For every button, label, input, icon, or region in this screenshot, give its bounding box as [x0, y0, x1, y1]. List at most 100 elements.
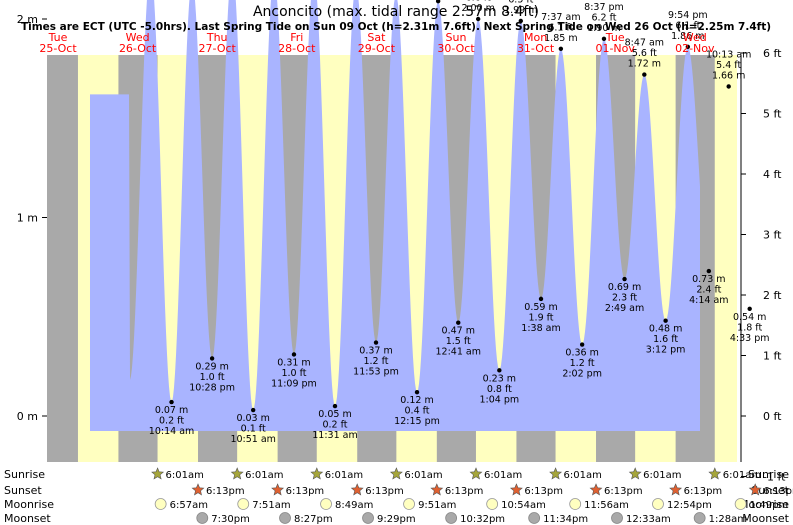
date-header-weekday: Thu: [206, 31, 228, 44]
chart-subtitle: Times are ECT (UTC -5.0hrs). Last Spring…: [21, 21, 771, 33]
date-header-date: 31-Oct: [517, 42, 555, 55]
date-header-date: 01-Nov: [595, 42, 635, 55]
date-header-date: 26-Oct: [119, 42, 157, 55]
tide-label-line: 10:51 am: [230, 434, 275, 445]
sunset-icon: [271, 483, 285, 496]
tide-label-line: 0.07 m: [155, 405, 188, 416]
right-axis-label: 4 ft: [763, 168, 782, 181]
tide-label-line: 0.29 m: [195, 361, 228, 372]
high-tide-label: 6:41 am6.6 ft2.00 m: [461, 0, 494, 14]
low-tide-point: [579, 342, 585, 347]
moonset-time: 8:27pm: [294, 514, 333, 525]
date-header-date: 30-Oct: [437, 42, 475, 55]
moonrise-row-label-left: Moonrise: [4, 498, 54, 511]
low-tide-point: [456, 320, 461, 325]
right-axis-label: 5 ft: [763, 107, 782, 120]
sunrise-icon: [151, 467, 165, 480]
low-tide-point: [622, 276, 627, 282]
tide-label-line: 0.12 m: [400, 395, 433, 406]
high-tide-label: 7:32 pm6.5 ft1.99 m: [504, 0, 537, 16]
tide-label-line: 0.23 m: [483, 373, 516, 384]
tide-label-line: 2.3 ft: [612, 293, 637, 304]
high-tide-point: [435, 0, 441, 4]
moonset-time: 7:30pm: [211, 514, 250, 525]
tide-label-line: 11:31 am: [312, 430, 357, 441]
moonset-icon: [196, 512, 209, 524]
tide-label-line: 1:04 pm: [480, 394, 520, 405]
right-axis-label: 3 ft: [763, 228, 782, 241]
tide-label-line: 6.1 ft: [548, 22, 573, 33]
tide-label-line: 0.2 ft: [159, 416, 184, 427]
high-tide-point: [642, 72, 647, 77]
moonset-row-label-left: Moonset: [4, 512, 51, 525]
tide-area: [90, 0, 700, 431]
moonset-icon: [445, 512, 458, 524]
high-tide-label: 8:47 am5.6 ft1.72 m: [625, 38, 664, 70]
moonrise-time: 6:57am: [170, 500, 208, 511]
low-tide-point: [332, 403, 338, 409]
date-header-weekday: Tue: [48, 31, 68, 44]
tide-label-line: 12:41 am: [436, 347, 481, 358]
right-axis-label: 0 ft: [763, 410, 782, 423]
tide-label-line: 1.0 ft: [281, 368, 306, 379]
tide-label-line: 1.6 ft: [653, 334, 678, 345]
date-header-weekday: Wed: [683, 31, 707, 44]
moonrise-icon: [154, 498, 167, 510]
sunrise-icon: [628, 467, 642, 480]
moonrise-time: 8:49am: [335, 500, 373, 511]
low-tide-label: 0.73 m2.4 ft4:14 am: [689, 274, 728, 306]
moonrise-time: 1:49pm: [750, 500, 789, 511]
tide-label-line: 2:02 pm: [562, 369, 602, 380]
sunset-time: 6:13pm: [206, 486, 245, 497]
sunrise-icon: [310, 467, 324, 480]
tide-label-line: 11:53 pm: [353, 367, 399, 378]
low-tide-point: [291, 352, 297, 357]
low-tide-label: 0.69 m2.3 ft2:49 am: [605, 282, 644, 314]
sunrise-time: 6:01am: [404, 470, 442, 481]
right-axis-label: 6 ft: [763, 47, 782, 60]
date-header-date: 02-Nov: [675, 42, 715, 55]
tide-label-line: 10:13 am: [706, 49, 751, 60]
tide-label-line: 1.5 ft: [446, 336, 471, 347]
tide-label-line: 7:37 am: [541, 12, 580, 23]
sunset-row-label-left: Sunset: [4, 484, 42, 497]
sunrise-icon: [708, 467, 722, 480]
moonrise-icon: [237, 498, 250, 510]
tide-label-line: 10:14 am: [149, 426, 194, 437]
low-tide-point: [250, 407, 256, 413]
tide-label-line: 0.37 m: [359, 346, 392, 357]
tide-label-line: 11:09 pm: [271, 378, 317, 389]
moonrise-icon: [403, 498, 415, 510]
tide-label-line: 0.1 ft: [241, 424, 266, 435]
date-header-date: 25-Oct: [39, 42, 77, 55]
low-tide-label: 0.59 m1.9 ft1:38 am: [521, 302, 560, 334]
tide-label-line: 6.1 ft: [675, 20, 700, 31]
low-tide-point: [373, 340, 379, 345]
sunset-time: 6:13pm: [365, 486, 404, 497]
date-header-weekday: Sat: [367, 31, 386, 44]
sunset-time: 6:13pm: [684, 486, 723, 497]
left-axis-label: 1 m: [17, 212, 38, 225]
daylight-band: [714, 55, 737, 462]
high-tide-label: 9:54 pm6.1 ft1.86 m: [668, 10, 708, 42]
sunset-time: 6:13pm: [445, 486, 484, 497]
tide-label-line: 1.9 ft: [529, 312, 554, 323]
moonrise-time: 12:54pm: [667, 500, 712, 511]
tide-label-line: 12:15 pm: [394, 416, 440, 427]
tide-label-line: 0.36 m: [565, 348, 598, 359]
tide-label-line: 1.86 m: [671, 31, 704, 42]
tide-label-line: 0.54 m: [733, 312, 766, 323]
tide-label-line: 8:47 am: [625, 38, 664, 49]
axes: 0 m 1 m 2 m -1 ft 0 ft 1 ft 2 ft 3 ft 4 ft 5 ft 6 …: [17, 13, 786, 484]
tide-label-line: 1.66 m: [712, 70, 745, 81]
tide-label-line: 0.69 m: [608, 282, 641, 293]
tide-label-line: 0.31 m: [277, 357, 310, 368]
sunset-icon: [669, 483, 683, 496]
tide-label-line: 5.6 ft: [632, 48, 657, 59]
tide-label-line: 6.2 ft: [591, 12, 616, 23]
low-tide-label: 0.36 m1.2 ft2:02 pm: [562, 348, 602, 380]
low-tide-label: 0.54 m1.8 ft4:33 pm: [730, 312, 770, 344]
low-tide-point: [706, 268, 712, 274]
